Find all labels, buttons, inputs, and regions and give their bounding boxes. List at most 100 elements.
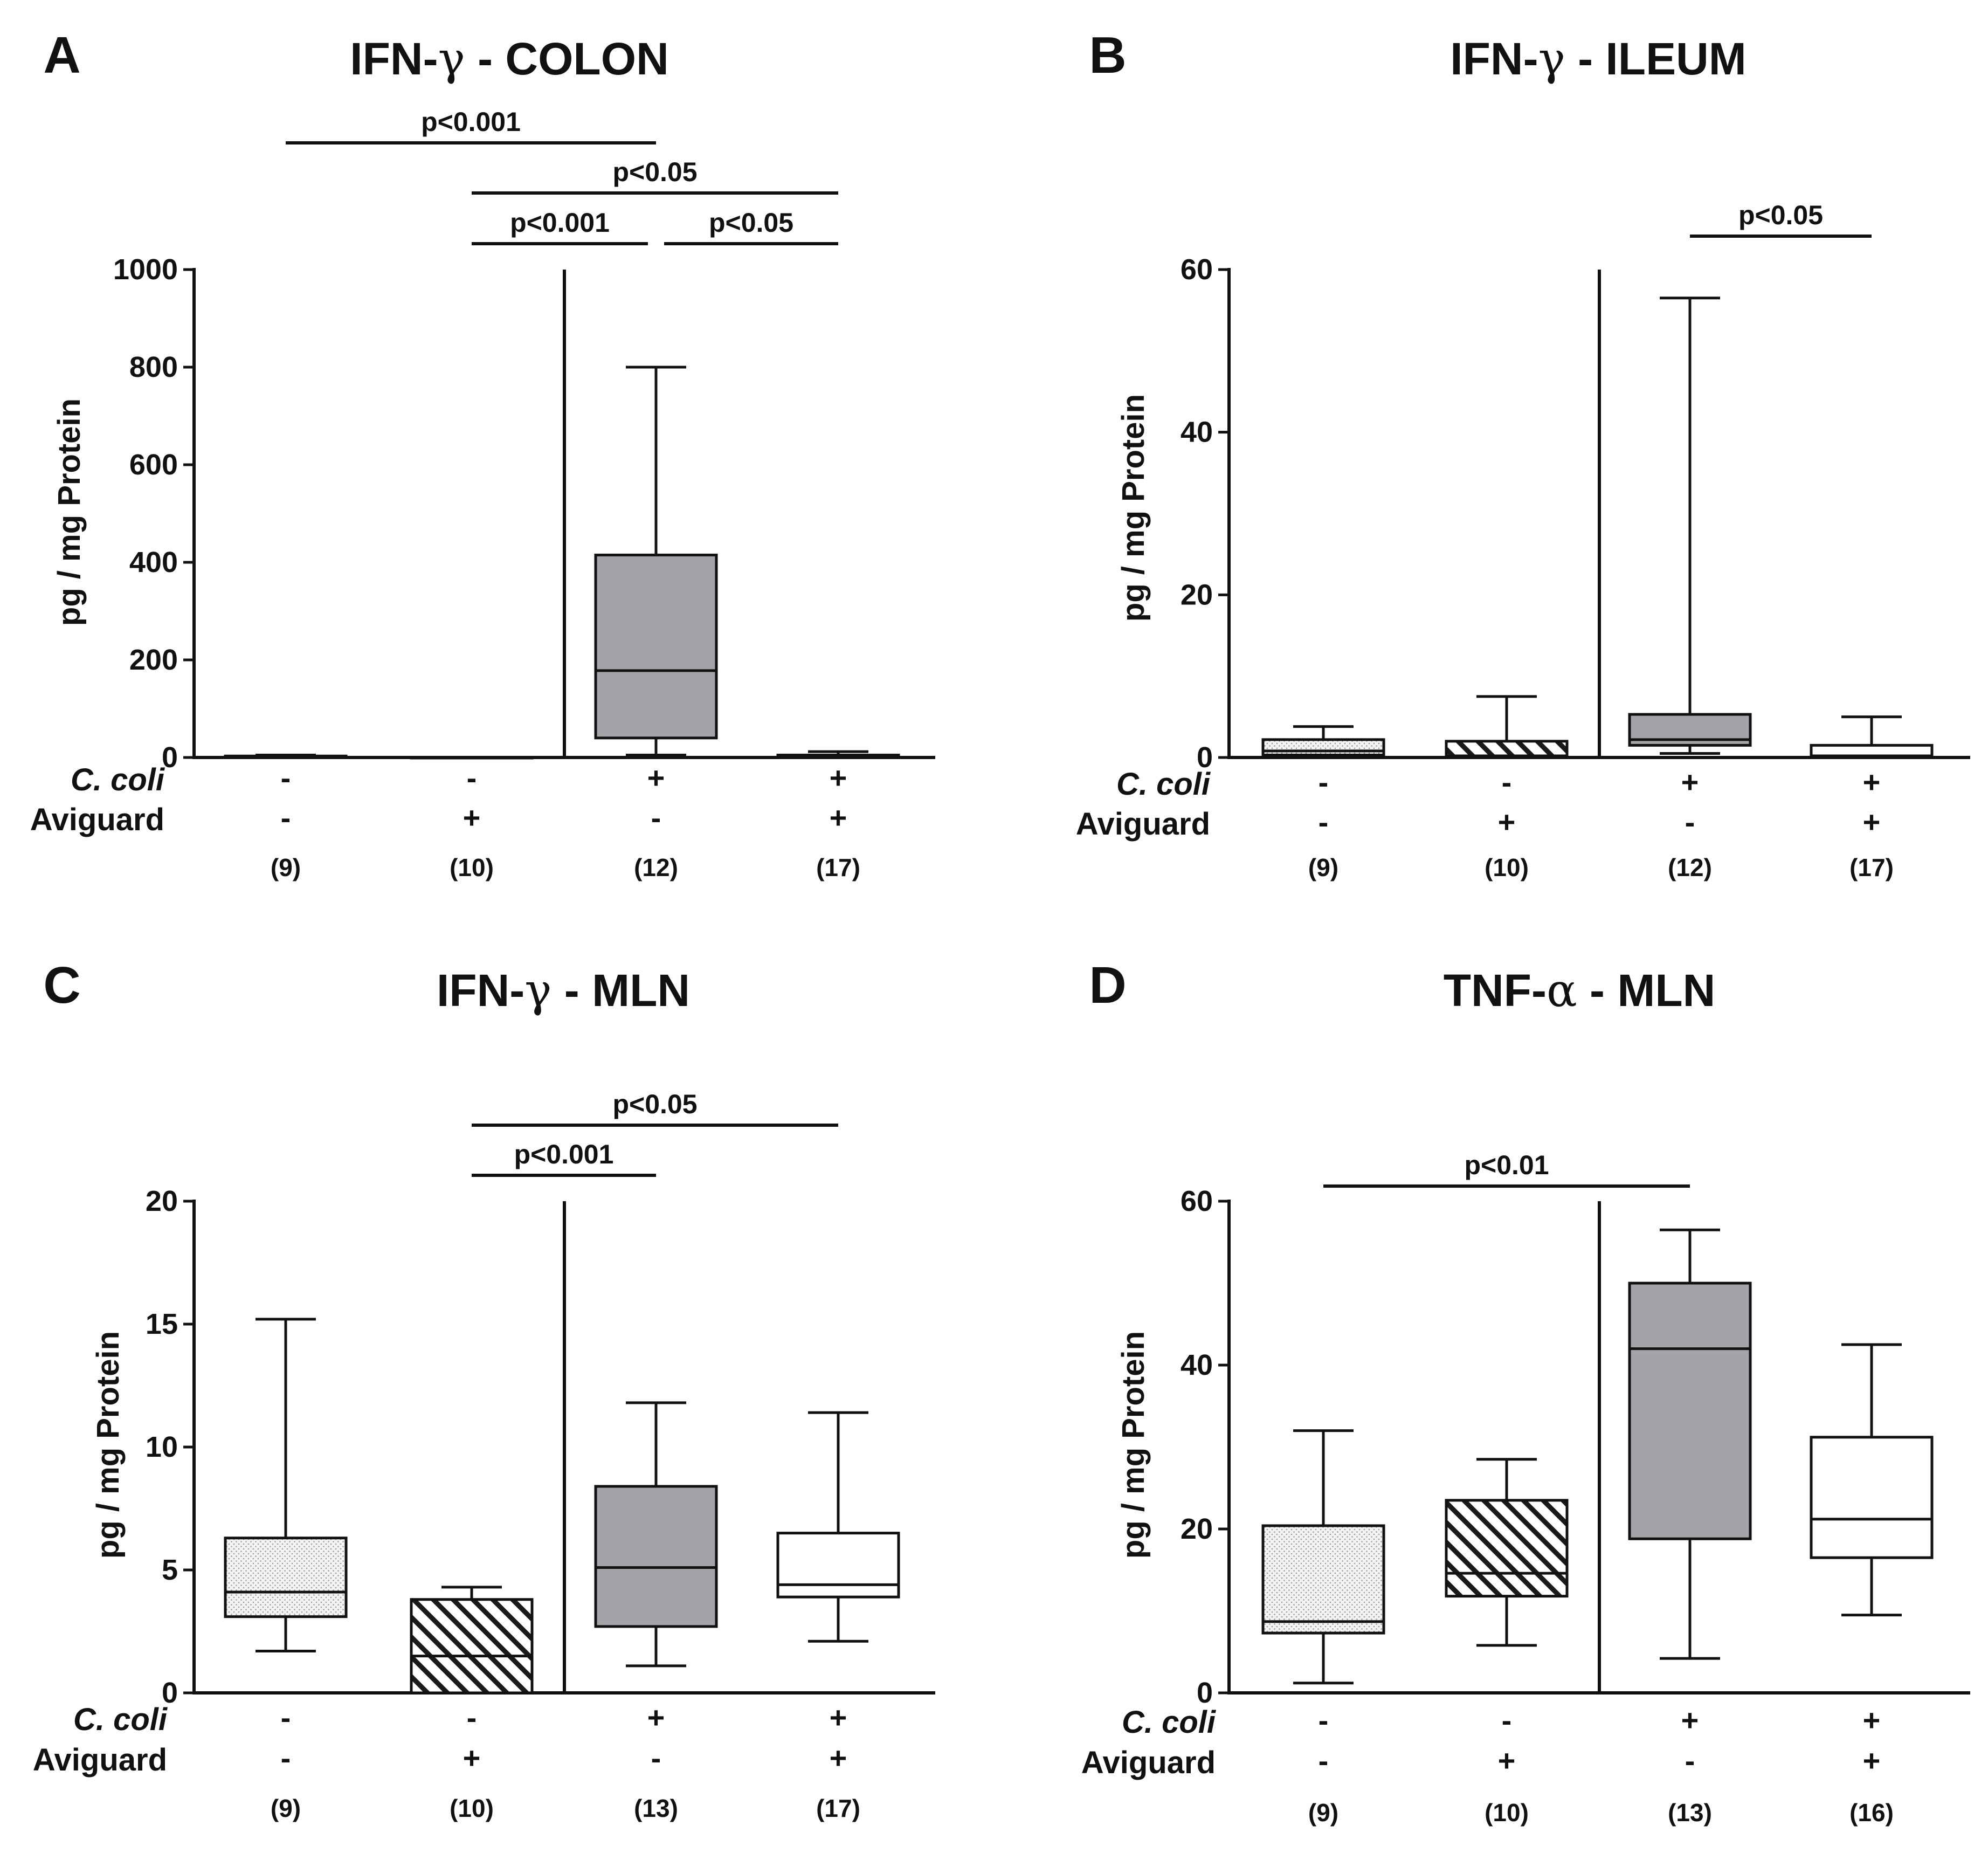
p-value-label: p<0.05 [1738,200,1823,230]
box-3 [1628,297,1752,755]
group-n-count: (10) [450,1794,494,1822]
panel-a: A IFN-γ - COLON pg / mg Protein 0 200 400 600 8… [30,26,935,881]
aviguard-sign: + [830,801,847,835]
aviguard-sign: + [1498,1744,1516,1778]
aviguard-sign: - [651,801,661,835]
row-label-c-coli: C. coli [73,1702,168,1737]
y-tick-label: 60 [1181,1185,1213,1217]
panel-c: C IFN-γ - MLN pg / mg Protein 0 5 10 15 20 - - (9)… [33,956,935,1822]
panel-letter: D [1089,956,1126,1014]
box-iqr [594,553,718,740]
box-2 [410,1586,534,1694]
box-iqr [776,1532,900,1599]
panel-letter: C [43,956,80,1014]
group-n-count: (10) [1485,853,1529,881]
y-tick-label: 20 [146,1185,178,1217]
box-iqr [1810,743,1934,759]
aviguard-sign: + [1863,1744,1881,1778]
y-tick-label: 0 [1197,741,1213,774]
panel-title: IFN-γ - MLN [437,964,690,1017]
p-value-label: p<0.05 [612,157,697,187]
c-coli-sign: + [647,1700,665,1734]
y-tick-label: 0 [162,1677,178,1709]
y-axis-label: pg / mg Protein [52,398,87,626]
group-n-count: (12) [634,853,678,881]
y-tick-label: 400 [129,546,178,578]
c-coli-sign: + [647,761,665,795]
p-value-label: p<0.01 [1464,1150,1549,1180]
group-n-count: (16) [1849,1799,1894,1827]
panel-title: TNF-α - MLN [1444,964,1716,1017]
greek-symbol: γ [438,32,465,85]
aviguard-sign: + [463,801,481,835]
c-coli-sign: - [467,1700,477,1734]
group-n-count: (9) [1308,853,1338,881]
row-label-c-coli: C. coli [1122,1705,1217,1740]
c-coli-sign: - [281,1700,291,1734]
group-n-count: (9) [271,1794,301,1822]
y-tick-label: 10 [146,1431,178,1463]
box-3 [594,1401,718,1668]
row-label-aviguard: Aviguard [33,1742,167,1778]
panel-letter: B [1089,26,1126,84]
group-n-count: (10) [450,853,494,881]
box-iqr [1445,1499,1569,1598]
y-tick-label: 1000 [113,253,178,286]
greek-symbol: γ [524,964,551,1017]
box-1 [1261,725,1385,756]
box-iqr [594,1485,718,1628]
y-tick-label: 40 [1181,416,1213,449]
c-coli-sign: + [1681,765,1699,799]
box-2 [1445,1458,1569,1647]
title-part: TNF- [1444,965,1547,1016]
aviguard-sign: + [830,1741,847,1775]
p-value-label: p<0.05 [709,208,793,238]
greek-symbol: α [1547,964,1577,1017]
group-n-count: (13) [1668,1799,1712,1827]
group-n-count: (17) [816,1794,860,1822]
c-coli-sign: + [1863,1703,1881,1737]
title-part: IFN- [1450,33,1538,84]
group-n-count: (9) [271,853,301,881]
title-part: - ILEUM [1565,33,1747,84]
y-tick-label: 600 [129,449,178,481]
group-n-count: (10) [1485,1799,1529,1827]
box-1 [1261,1429,1385,1685]
c-coli-sign: - [1319,765,1329,799]
c-coli-sign: + [1681,1703,1699,1737]
p-value-label: p<0.001 [510,208,610,238]
aviguard-sign: - [1685,805,1695,839]
y-tick-label: 800 [129,351,178,383]
group-n-count: (12) [1668,853,1712,881]
c-coli-sign: - [1502,765,1512,799]
group-n-count: (13) [634,1794,678,1822]
y-axis-label: pg / mg Protein [91,1331,126,1559]
aviguard-sign: - [1319,1744,1329,1778]
box-3 [594,366,718,756]
aviguard-sign: + [1498,805,1516,839]
y-tick-label: 60 [1181,253,1213,286]
y-tick-label: 0 [1197,1677,1213,1709]
c-coli-sign: - [1319,1703,1329,1737]
title-part: IFN- [437,965,524,1016]
box-iqr [1810,1436,1934,1559]
box-1 [224,1318,348,1652]
y-axis-label: pg / mg Protein [1116,394,1151,622]
box-4 [1810,715,1934,759]
c-coli-sign: - [467,761,477,795]
y-tick-label: 40 [1181,1349,1213,1381]
panel-title: IFN-γ - COLON [350,32,668,85]
title-part: - COLON [465,33,669,84]
aviguard-sign: - [281,1741,291,1775]
panel-title: IFN-γ - ILEUM [1450,32,1746,85]
y-tick-label: 15 [146,1308,178,1340]
box-3 [1628,1228,1752,1660]
c-coli-sign: + [1863,765,1881,799]
box-iqr [410,1598,534,1694]
panel-b: B IFN-γ - ILEUM pg / mg Protein 0 20 40 60 - - (9… [1076,26,1970,881]
box-2 [410,756,534,760]
y-tick-label: 20 [1181,578,1213,611]
box-4 [1810,1343,1934,1617]
panel-d: D TNF-α - MLN pg / mg Protein 0 20 40 60 - - (9) -… [1081,956,1970,1827]
p-value-label: p<0.001 [514,1139,614,1169]
